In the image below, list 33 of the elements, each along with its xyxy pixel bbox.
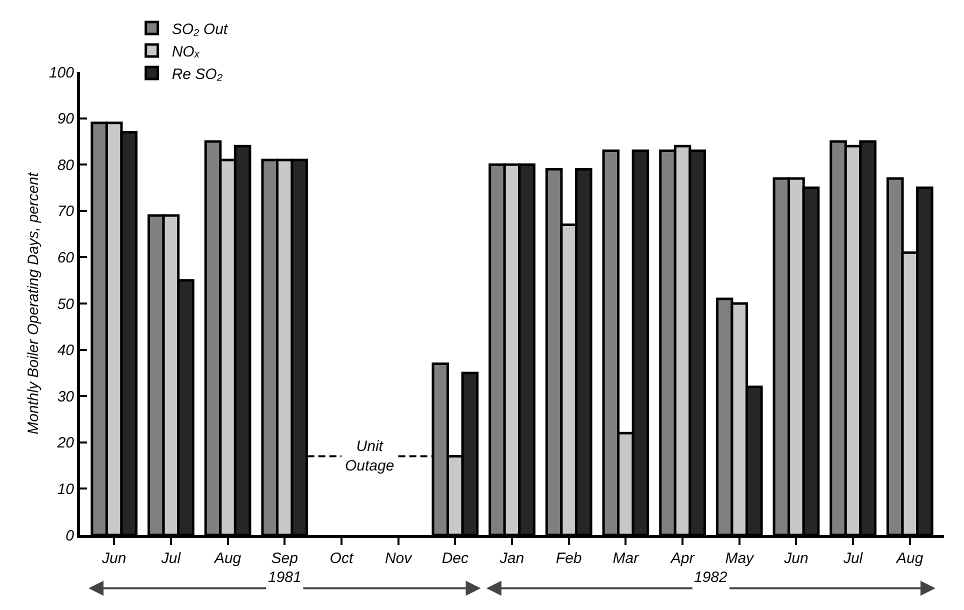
text: 1981 bbox=[268, 569, 302, 586]
annotation: Unit Outage bbox=[345, 438, 394, 474]
y-tick-label: 60 bbox=[57, 249, 75, 266]
x-tick-label: Aug bbox=[896, 550, 924, 567]
x-tick-label: Jul bbox=[160, 550, 182, 567]
x-tick-label: Jun bbox=[101, 550, 126, 567]
x-tick-label: Sep bbox=[271, 550, 298, 567]
y-tick-label: 10 bbox=[57, 480, 75, 498]
x-tick-label: Dec bbox=[442, 550, 469, 567]
x-tick-label: Oct bbox=[330, 550, 354, 567]
y-tick-label: 30 bbox=[57, 388, 75, 406]
y-tick-label: 90 bbox=[57, 110, 75, 128]
x-tick-label: Jan bbox=[498, 550, 524, 567]
x-tick-label: Jun bbox=[783, 550, 808, 567]
x-tick-label: Nov bbox=[384, 550, 414, 567]
x-tick-label: Apr bbox=[670, 550, 696, 567]
x-tick-label: Jul bbox=[842, 550, 864, 567]
y-tick-label: 70 bbox=[57, 203, 75, 220]
legend-label: SO₂ Out bbox=[172, 20, 228, 38]
y-tick-label: 50 bbox=[57, 296, 75, 313]
y-tick-label: 100 bbox=[48, 64, 75, 82]
y-tick-label: 40 bbox=[57, 342, 75, 360]
x-tick-label: May bbox=[725, 550, 756, 567]
x-tick-label: Feb bbox=[556, 550, 582, 567]
y-tick-label: 20 bbox=[56, 434, 75, 452]
x-tick-label: Aug bbox=[213, 550, 242, 567]
y-tick-label: 80 bbox=[57, 156, 75, 174]
text: 1982 bbox=[694, 569, 728, 586]
y-axis-title: Monthly Boiler Operating Days, percent bbox=[25, 172, 42, 434]
legend-label: Re SO₂ bbox=[172, 66, 223, 83]
y-tick-label: 0 bbox=[66, 527, 75, 544]
legend-label: NOₓ bbox=[172, 43, 200, 60]
x-tick-label: Mar bbox=[612, 550, 640, 567]
